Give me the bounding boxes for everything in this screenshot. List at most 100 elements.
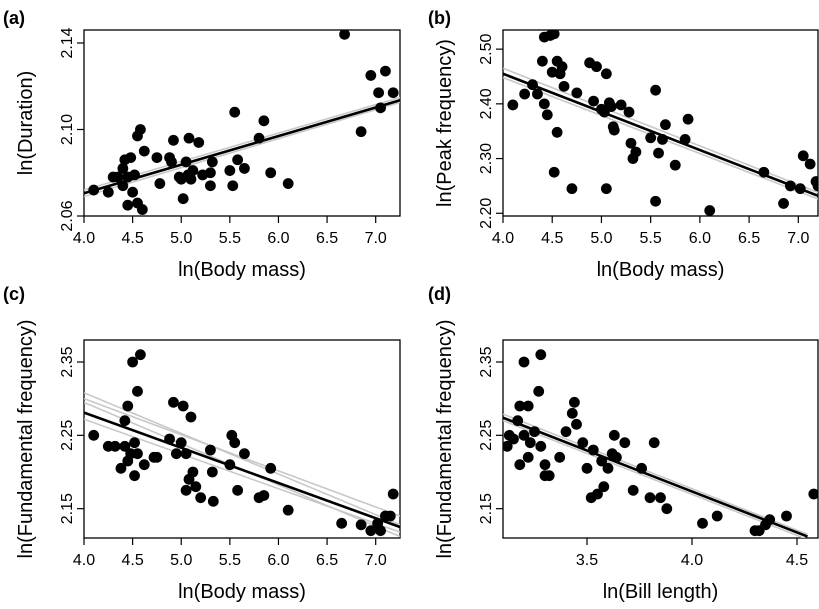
panel-c-label: (c) <box>3 284 25 304</box>
panel-b-x-tick-label: 4.0 <box>492 230 514 247</box>
panel-a-data-point <box>232 154 244 166</box>
panel-b-data-point <box>532 88 543 100</box>
panel-c-data-point <box>170 448 182 460</box>
panel-a-data-point <box>136 204 148 215</box>
panel-d-data-point <box>539 459 551 471</box>
panel-c-data-point <box>138 459 150 471</box>
panel-d-data-point <box>611 451 622 463</box>
panel-b-data-point <box>600 183 612 195</box>
panel-d-data-point <box>764 514 776 526</box>
panel-d-data-point <box>518 429 530 441</box>
panel-b-x-tick-label: 6.5 <box>738 230 760 247</box>
panel-b-x-tick-label: 5.5 <box>640 230 662 247</box>
panel-c-data-point <box>229 437 241 449</box>
panel-d-data-point <box>503 440 513 452</box>
panel-b-data-point <box>527 79 538 91</box>
panel-b-data-point <box>538 98 550 110</box>
panel-d-data-point <box>560 426 572 438</box>
panel-d-data-point <box>598 481 610 493</box>
panel-d-data-point <box>644 492 656 504</box>
panel-c-data-point <box>258 490 270 501</box>
panel-a-data-point <box>227 180 239 192</box>
panel-d-data-point <box>566 407 578 419</box>
panel-b-data-point <box>704 205 716 216</box>
panel-c-data-point <box>129 437 140 449</box>
panel-b-data-point <box>660 119 671 131</box>
panel-b-data-point <box>682 113 694 125</box>
panel-b-label: (b) <box>428 8 451 28</box>
panel-b-data-point <box>615 99 627 111</box>
panel-d-ci-line <box>503 419 806 538</box>
panel-d-data-point <box>627 484 639 496</box>
panel-b-data-point <box>785 180 796 192</box>
panel-b-data-point <box>758 166 770 178</box>
panel-a-data-point <box>88 184 100 196</box>
panel-d-data-point <box>648 437 660 449</box>
panel-a-data-point <box>102 186 114 198</box>
panel-a-plot-frame <box>83 29 401 217</box>
panel-b-data-point <box>657 134 668 145</box>
panel-b-y-tick-label: 2.40 <box>478 88 495 119</box>
panel-c-data-point <box>164 433 175 445</box>
panel-a-x-tick-label: 5.5 <box>219 230 241 247</box>
panel-b-data-point <box>794 183 806 195</box>
panel-d-data-point <box>522 451 534 463</box>
panel-a-data-point <box>265 167 277 179</box>
panel-c-data-point <box>387 488 399 500</box>
panel-d-data-point <box>514 400 526 412</box>
panel-b-data-point <box>645 132 657 144</box>
panel-c-x-tick-label: 5.0 <box>170 552 192 569</box>
panel-b-data-point <box>566 183 578 195</box>
panel-b-x-tick-label: 5.0 <box>590 230 612 247</box>
panel-a-data-point <box>127 186 139 198</box>
panel-a-data-point <box>183 132 195 144</box>
panel-d: (d) 3.5 4.0 4.5 2.15 2.25 2.35 ln(Bill length) l… <box>428 284 819 603</box>
panel-c-data-point <box>375 525 386 537</box>
panel-c-x-tick-label: 4.0 <box>73 552 95 569</box>
panel-a-x-axis-title: ln(Body mass) <box>178 259 306 281</box>
panel-c-data-point <box>384 510 396 522</box>
panel-d-data-point <box>587 444 599 456</box>
panel-b-data-point <box>625 137 637 149</box>
panel-a-data-point <box>168 134 179 146</box>
panel-c: (c) 4.0 4.5 5.0 5.5 6.0 6.5 7.0 2.15 2.25 2.35 ln(B… <box>3 284 401 603</box>
panel-c-data-point <box>177 400 189 412</box>
panel-d-data-point <box>514 459 526 471</box>
panel-a-x-tick-label: 4.5 <box>121 230 143 247</box>
panel-a-data-point <box>138 145 150 157</box>
panel-c-x-tick-label: 6.5 <box>316 552 338 569</box>
panel-a-data-point <box>239 163 250 174</box>
panel-a-plot-area <box>84 30 400 215</box>
panel-a-data-point <box>355 126 367 138</box>
panel-b-data-point <box>536 55 548 67</box>
panel-a-data-point <box>282 178 294 189</box>
panel-c-data-point <box>336 517 348 529</box>
panel-b-data-point <box>551 126 563 138</box>
panel-a-data-point <box>166 156 177 168</box>
panel-b-data-point <box>556 61 568 73</box>
panel-a: (a) 4.0 4.5 5.0 5.5 6.0 6.5 7.0 2.06 2.10 2.14 ln(B… <box>3 8 401 281</box>
panel-b-data-point <box>778 198 789 209</box>
panel-c-data-point <box>282 504 294 516</box>
panel-d-x-tick-label: 3.5 <box>576 552 598 569</box>
panel-a-x-tick-label: 7.0 <box>365 230 387 247</box>
panel-d-label: (d) <box>428 284 451 304</box>
panel-b-plot-frame <box>502 29 819 217</box>
panel-a-x-tick-label: 4.0 <box>73 230 95 247</box>
panel-b: (b) 4.0 4.5 5.0 5.5 6.0 6.5 7.0 2.20 2.30 2.40 2.50… <box>428 8 819 281</box>
panel-c-data-point <box>180 484 192 496</box>
panel-b-data-point <box>571 87 583 99</box>
panel-b-data-point <box>797 150 809 162</box>
panel-d-data-point <box>508 433 519 445</box>
panel-d-data-point <box>636 462 647 474</box>
panel-d-data-point <box>512 415 524 427</box>
panel-c-ci-line <box>84 392 400 526</box>
panel-b-data-point <box>548 30 560 40</box>
panel-a-x-tick-label: 5.0 <box>170 230 192 247</box>
panel-d-data-point <box>711 510 723 522</box>
panel-d-data-point <box>571 418 582 430</box>
panel-d-data-point <box>569 396 580 408</box>
panel-c-data-point <box>127 356 139 368</box>
panel-b-data-point <box>507 99 519 111</box>
panel-c-y-tick-label: 2.15 <box>59 493 76 524</box>
